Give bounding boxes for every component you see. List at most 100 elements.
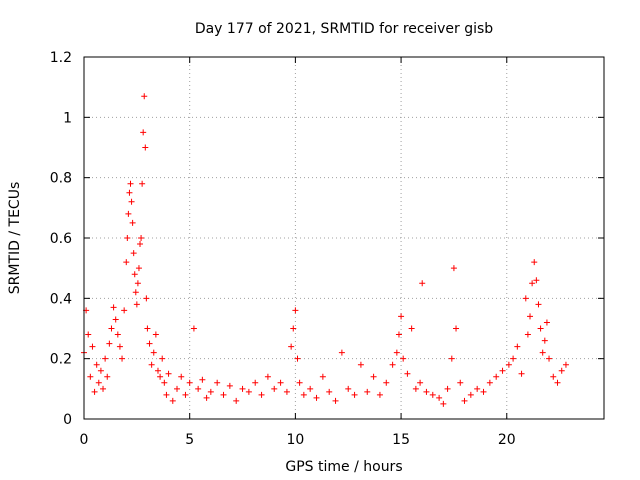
data-point <box>169 397 176 404</box>
data-point <box>546 355 553 362</box>
data-point <box>252 379 259 386</box>
data-point <box>351 391 358 398</box>
data-point <box>423 388 430 395</box>
data-point <box>412 385 419 392</box>
data-point <box>554 379 561 386</box>
data-point <box>233 397 240 404</box>
data-point <box>226 382 233 389</box>
data-point <box>319 373 326 380</box>
data-point <box>142 144 149 151</box>
data-point <box>539 349 546 356</box>
x-tick-label: 0 <box>80 432 89 448</box>
data-point <box>283 388 290 395</box>
y-tick-label: 0.2 <box>50 352 72 368</box>
data-point <box>294 355 301 362</box>
y-axis-title: SRMTID / TECUs <box>7 182 23 295</box>
data-point <box>97 367 104 374</box>
data-point <box>264 373 271 380</box>
data-point <box>493 373 500 380</box>
data-point <box>157 373 164 380</box>
data-point <box>364 388 371 395</box>
data-point <box>114 331 121 338</box>
x-tick-label: 10 <box>286 432 304 448</box>
x-tick-label: 20 <box>498 432 516 448</box>
data-point <box>85 331 92 338</box>
data-point <box>558 367 565 374</box>
data-point <box>95 379 102 386</box>
data-point <box>357 361 364 368</box>
data-point <box>161 379 168 386</box>
data-point <box>134 280 141 287</box>
data-point <box>524 331 531 338</box>
data-point <box>146 340 153 347</box>
data-point <box>129 219 136 226</box>
data-point <box>522 295 529 302</box>
data-point <box>288 343 295 350</box>
data-point <box>239 385 246 392</box>
data-point <box>87 373 94 380</box>
data-point <box>140 129 147 136</box>
data-point <box>543 319 550 326</box>
data-point <box>245 388 252 395</box>
data-point <box>514 343 521 350</box>
data-point <box>182 391 189 398</box>
data-point <box>550 373 557 380</box>
data-point <box>398 313 405 320</box>
data-point <box>400 355 407 362</box>
data-point <box>138 235 145 241</box>
y-tick-label: 0.8 <box>50 171 72 187</box>
data-point <box>116 343 123 350</box>
data-point <box>104 373 111 380</box>
data-point <box>292 307 299 314</box>
x-axis-title: GPS time / hours <box>285 459 402 475</box>
data-point <box>190 325 197 332</box>
data-point <box>535 301 542 308</box>
data-point <box>444 385 451 392</box>
data-point <box>296 379 303 386</box>
y-tick-label: 0.4 <box>50 291 72 307</box>
data-point <box>119 355 126 362</box>
data-point <box>338 349 345 356</box>
data-point <box>159 355 166 362</box>
chart-title: Day 177 of 2021, SRMTID for receiver gis… <box>195 21 493 37</box>
data-point <box>163 391 170 398</box>
data-point <box>395 331 402 338</box>
data-point <box>125 210 132 217</box>
data-point <box>174 385 181 392</box>
data-point <box>89 343 96 350</box>
data-point <box>195 385 202 392</box>
data-point <box>376 391 383 398</box>
data-point <box>300 391 307 398</box>
data-point <box>100 385 107 392</box>
data-point <box>345 385 352 392</box>
data-point <box>124 235 131 241</box>
data-point <box>389 361 396 368</box>
data-point <box>527 313 534 320</box>
data-point <box>417 379 424 386</box>
data-point <box>130 250 137 257</box>
data-point <box>203 394 210 401</box>
y-tick-label: 0.6 <box>50 231 72 247</box>
data-point <box>531 259 538 266</box>
data-point <box>214 379 221 386</box>
data-point <box>486 379 493 386</box>
data-point <box>139 180 146 187</box>
data-point <box>480 388 487 395</box>
data-point <box>510 355 517 362</box>
data-point <box>271 385 278 392</box>
data-point <box>440 400 447 407</box>
data-point <box>429 391 436 398</box>
y-tick-label: 0 <box>63 412 72 428</box>
data-point <box>258 391 265 398</box>
data-point <box>533 277 540 284</box>
data-point <box>404 370 411 377</box>
data-point <box>326 388 333 395</box>
data-point <box>131 271 138 278</box>
data-point <box>178 373 185 380</box>
data-point <box>106 340 113 347</box>
data-point <box>383 379 390 386</box>
axis-ticks <box>83 56 604 420</box>
data-point <box>461 397 468 404</box>
y-tick-labels: 0 0.2 0.4 0.6 0.8 1 1.2 <box>50 50 72 428</box>
